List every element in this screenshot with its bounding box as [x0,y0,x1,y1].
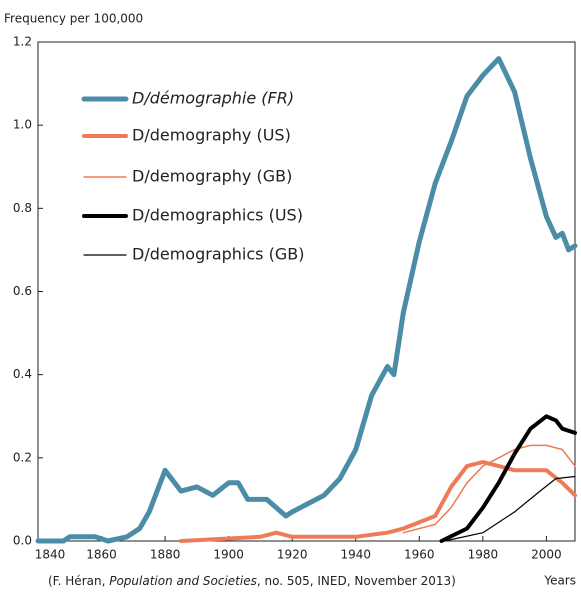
x-tick-label: 1840 [35,548,66,562]
x-tick-label: 1940 [340,548,371,562]
x-tick-label: 1960 [404,548,435,562]
y-tick-label: 0.8 [13,201,32,215]
series-line [35,56,578,544]
y-tick-label: 1.0 [13,118,32,132]
x-axis-label: Years [543,574,576,588]
source-part: , no. 505, INED, November 2013) [257,574,456,588]
series-line [439,414,577,543]
x-tick-label: 1980 [468,548,499,562]
legend-label: D/demography (US) [132,126,291,145]
series-line [179,460,577,543]
x-tick-label: 1920 [277,548,308,562]
x-tick-label: 1860 [86,548,117,562]
legend-label: D/demographics (US) [132,206,303,225]
y-axis-label: Frequency per 100,000 [4,12,143,26]
legend-label: D/demographics (GB) [132,245,304,264]
y-tick-label: 0.2 [13,450,32,464]
source-part: Population and Societies [109,574,257,588]
x-tick-label: 1900 [213,548,244,562]
source-part: (F. Héran, [48,574,109,588]
y-tick-label: 0.0 [13,534,32,548]
y-tick-label: 0.4 [13,367,32,381]
series-line [444,475,576,542]
x-tick-label: 2000 [531,548,562,562]
y-tick-label: 1.2 [13,35,32,49]
legend-label: D/demography (GB) [132,167,292,186]
source: (F. Héran, Population and Societies, no.… [48,574,456,588]
x-tick-label: 1880 [150,548,181,562]
legend-label: D/démographie (FR) [132,89,294,108]
y-tick-label: 0.6 [13,284,32,298]
series-line [402,444,576,534]
